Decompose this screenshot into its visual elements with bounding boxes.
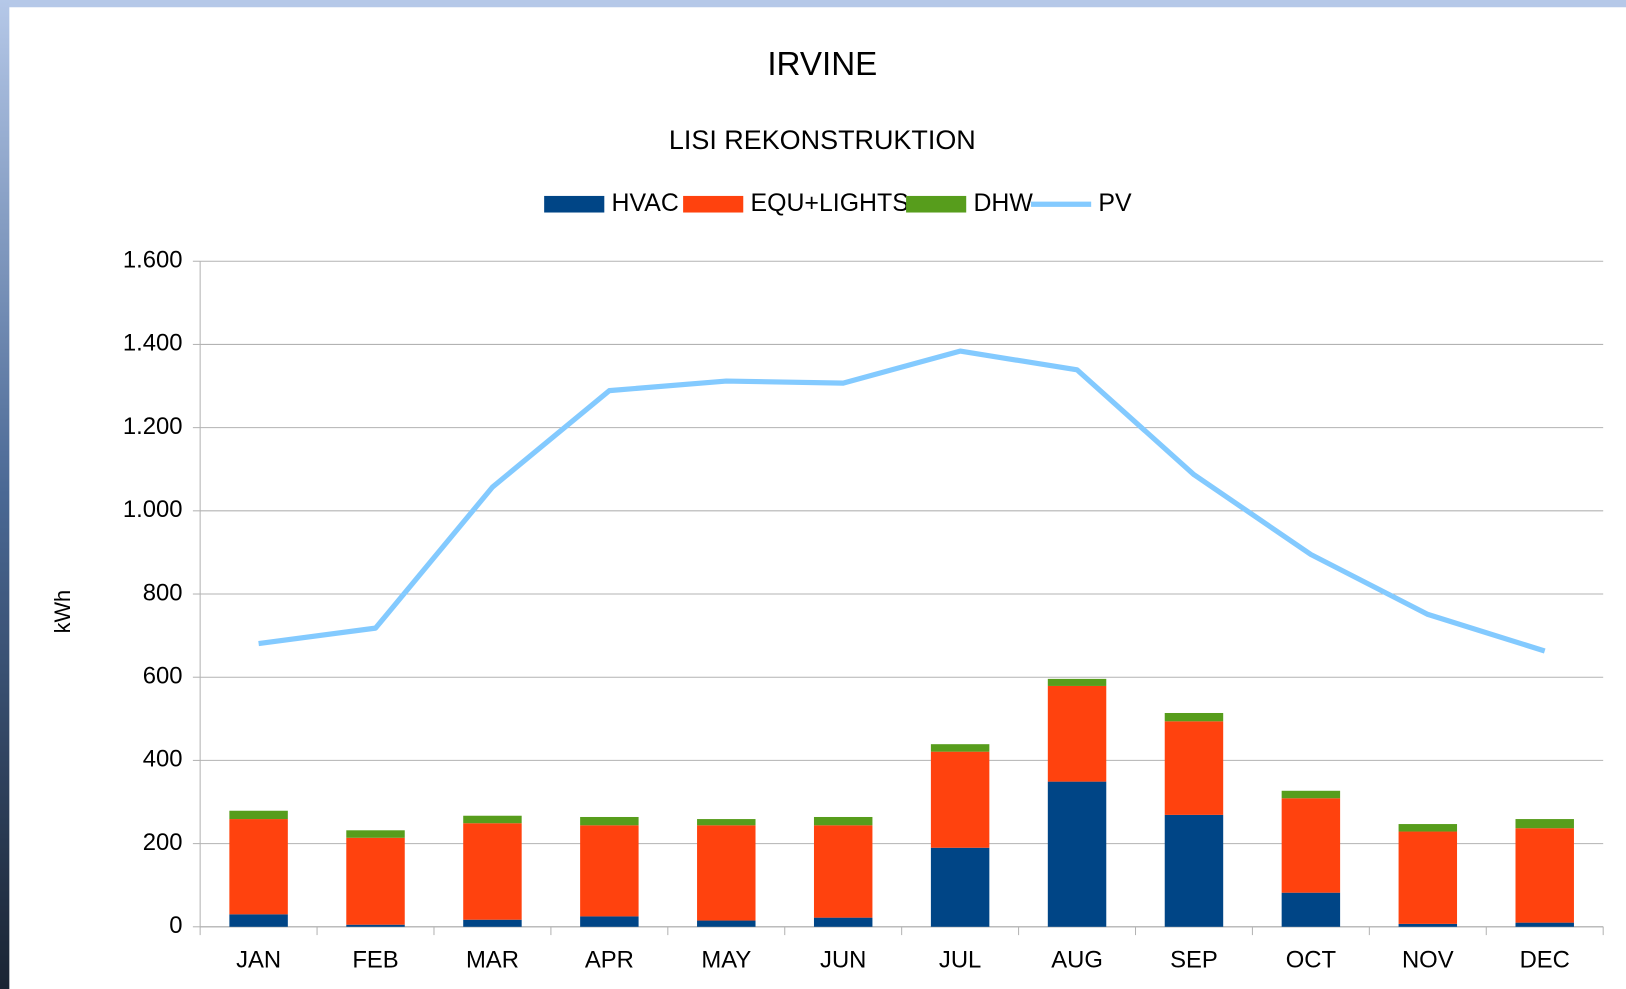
y-tick-label: 0 — [169, 912, 182, 939]
legend-swatch — [906, 195, 967, 213]
bar-segment — [1398, 923, 1458, 927]
line-series — [258, 348, 1546, 654]
bar-segment — [1164, 712, 1224, 722]
bar-segment — [1398, 831, 1458, 924]
bar-segment — [1047, 685, 1107, 782]
bar-segment — [463, 919, 522, 927]
y-tick-label: 800 — [143, 579, 183, 606]
x-tick-label: APR — [585, 946, 634, 973]
x-tick-label: JUN — [820, 946, 866, 973]
legend-label: HVAC — [612, 189, 679, 217]
bar-segment — [346, 837, 405, 925]
y-axis-label: kWh — [50, 590, 75, 634]
y-tick-label: 1.400 — [123, 330, 183, 357]
y-tick-label: 400 — [143, 746, 183, 773]
legend-label: DHW — [973, 189, 1033, 217]
bar-segment — [580, 916, 639, 927]
x-tick-label: MAR — [466, 946, 519, 973]
bar-segment — [229, 819, 288, 915]
legend-label: EQU+LIGHTS — [751, 189, 909, 217]
bar-segment — [1515, 819, 1574, 829]
x-tick-label: MAY — [701, 946, 751, 973]
bar-segment — [930, 751, 990, 848]
bar-segment — [463, 815, 522, 824]
bar-segment — [1047, 781, 1107, 927]
chart-title: IRVINE — [767, 46, 877, 83]
bar-segment — [697, 920, 756, 927]
bar-segment — [1281, 892, 1341, 927]
x-tick-label: OCT — [1286, 946, 1337, 973]
legend-label: PV — [1098, 189, 1132, 217]
x-tick-label: NOV — [1402, 946, 1454, 973]
x-tick-label: SEP — [1170, 946, 1218, 973]
bar-segment — [463, 823, 522, 920]
x-tick-label: AUG — [1051, 946, 1103, 973]
bar-segment — [1281, 790, 1341, 799]
bar-segment — [1398, 824, 1458, 832]
bar-segment — [1164, 721, 1224, 815]
bar-segment — [580, 825, 639, 917]
bar-segment — [1047, 678, 1107, 686]
bar-segment — [813, 816, 873, 826]
y-tick-label: 1.200 — [123, 413, 183, 440]
top-border — [0, 0, 1626, 8]
bar-segment — [1515, 828, 1574, 923]
bar-segment — [813, 917, 873, 927]
bar-segment — [1515, 922, 1574, 927]
legend-swatch — [544, 195, 605, 213]
y-tick-label: 1.000 — [123, 496, 183, 523]
x-tick-label: JUL — [939, 946, 981, 973]
bar-segment — [580, 816, 639, 826]
chart-subtitle: LISI REKONSTRUKTION — [669, 125, 976, 155]
x-tick-label: DEC — [1520, 946, 1570, 973]
y-tick-label: 600 — [143, 663, 183, 690]
y-tick-label: 1.600 — [123, 247, 183, 274]
bar-segment — [1281, 798, 1341, 893]
legend-swatch — [683, 195, 744, 213]
bar-segment — [697, 825, 756, 921]
bar-segment — [697, 819, 756, 826]
side-border — [0, 0, 10, 989]
bar-segment — [930, 744, 990, 752]
x-tick-label: JAN — [236, 946, 281, 973]
bar-segment — [813, 825, 873, 918]
bar-segment — [1164, 814, 1224, 927]
bar-segment — [930, 847, 990, 927]
bar-segment — [229, 810, 288, 820]
x-tick-label: FEB — [352, 946, 398, 973]
y-tick-label: 200 — [143, 829, 183, 856]
bar-segment — [229, 914, 288, 927]
bar-segment — [346, 924, 405, 927]
bar-segment — [346, 830, 405, 838]
